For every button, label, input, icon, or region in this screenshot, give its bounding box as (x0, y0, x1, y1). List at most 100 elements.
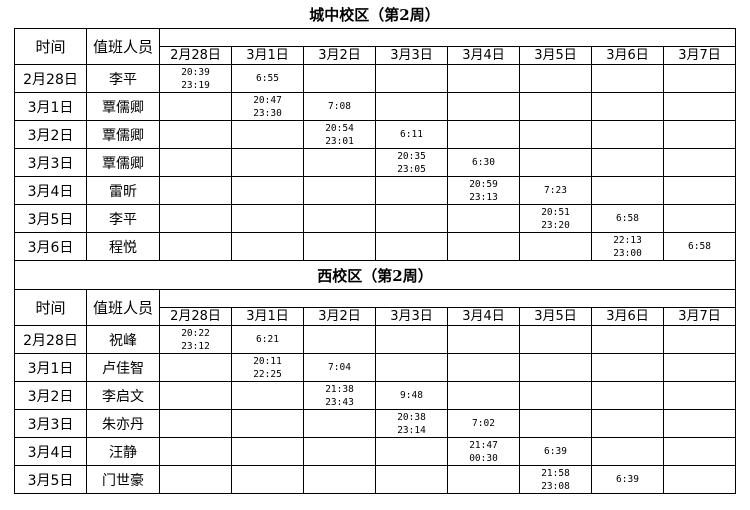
date-header: 3月1日 (231, 307, 304, 326)
time-cell (663, 325, 736, 354)
time-cell (591, 353, 664, 382)
date-header: 3月3日 (375, 307, 448, 326)
time-cell: 9:48 (375, 381, 448, 410)
table-row: 3月4日 汪静 21:47 00:30 6:39 (14, 437, 736, 466)
time-cell (231, 176, 304, 205)
time-cell (519, 64, 592, 93)
time-cell (591, 120, 664, 149)
time-cell (591, 176, 664, 205)
time-cell (591, 409, 664, 438)
time-cell (447, 465, 520, 494)
header-time: 时间 (14, 28, 87, 65)
time-cell: 21:58 23:08 (519, 465, 592, 494)
time-cell (663, 92, 736, 121)
time-cell: 22:13 23:00 (591, 232, 664, 261)
duty-schedule-table: 时间 值班人员 2月28日 3月1日 3月2日 3月3日 3月4日 3月5日 3月6日 3月7日 2… (14, 28, 736, 494)
time-cell (375, 325, 448, 354)
date-header: 3月6日 (591, 46, 664, 65)
time-cell (159, 204, 232, 233)
time-cell (447, 92, 520, 121)
table-row: 3月1日 卢佳智 20:11 22:25 7:04 (14, 353, 736, 382)
time-cell: 20:47 23:30 (231, 92, 304, 121)
time-cell (663, 381, 736, 410)
time-cell (663, 465, 736, 494)
time-cell (231, 204, 304, 233)
date-header: 3月5日 (519, 46, 592, 65)
time-cell (303, 465, 376, 494)
table-row: 3月3日 朱亦丹 20:38 23:14 7:02 (14, 409, 736, 438)
date-header-row: 2月28日 3月1日 3月2日 3月3日 3月4日 3月5日 3月6日 3月7日 (15, 307, 736, 326)
header-person: 值班人员 (86, 28, 160, 65)
header-blank (159, 28, 736, 47)
row-date: 3月1日 (14, 353, 87, 382)
time-cell (303, 176, 376, 205)
date-header: 3月4日 (447, 46, 520, 65)
time-cell: 20:59 23:13 (447, 176, 520, 205)
date-header: 3月2日 (303, 307, 376, 326)
time-cell (447, 120, 520, 149)
time-cell: 7:23 (519, 176, 592, 205)
time-cell (159, 465, 232, 494)
row-date: 3月2日 (14, 120, 87, 149)
time-cell: 6:11 (375, 120, 448, 149)
time-cell (519, 353, 592, 382)
time-cell (375, 176, 448, 205)
time-cell (303, 64, 376, 93)
time-cell: 20:38 23:14 (375, 409, 448, 438)
time-cell (447, 353, 520, 382)
time-cell (375, 232, 448, 261)
date-header: 3月5日 (519, 307, 592, 326)
time-cell (591, 148, 664, 177)
time-cell (303, 409, 376, 438)
time-cell: 21:38 23:43 (303, 381, 376, 410)
date-header: 3月6日 (591, 307, 664, 326)
row-person: 覃儒卿 (86, 92, 160, 121)
row-date: 3月6日 (14, 232, 87, 261)
time-cell (591, 64, 664, 93)
table-row: 2月28日 祝峰 20:22 23:12 6:21 (14, 325, 736, 354)
time-cell: 20:11 22:25 (231, 353, 304, 382)
time-cell (231, 232, 304, 261)
row-date: 2月28日 (14, 325, 87, 354)
time-cell (231, 120, 304, 149)
time-cell (159, 353, 232, 382)
time-cell (519, 232, 592, 261)
row-person: 祝峰 (86, 325, 160, 354)
time-cell: 6:39 (591, 465, 664, 494)
time-cell: 6:58 (663, 232, 736, 261)
time-cell (663, 148, 736, 177)
row-person: 汪静 (86, 437, 160, 466)
time-cell (663, 409, 736, 438)
time-cell (303, 325, 376, 354)
row-date: 3月4日 (14, 176, 87, 205)
time-cell (591, 381, 664, 410)
time-cell (663, 176, 736, 205)
time-cell (303, 437, 376, 466)
time-cell (663, 64, 736, 93)
time-cell (375, 465, 448, 494)
time-cell (159, 381, 232, 410)
row-person: 门世豪 (86, 465, 160, 494)
time-cell: 6:55 (231, 64, 304, 93)
header-row: 时间 值班人员 (14, 28, 736, 65)
row-person: 覃儒卿 (86, 148, 160, 177)
time-cell (591, 92, 664, 121)
time-cell (519, 148, 592, 177)
row-person: 李平 (86, 204, 160, 233)
time-cell: 6:58 (591, 204, 664, 233)
time-cell (159, 176, 232, 205)
time-cell (231, 409, 304, 438)
time-cell (375, 204, 448, 233)
time-cell (231, 437, 304, 466)
row-date: 2月28日 (14, 64, 87, 93)
row-person: 李启文 (86, 381, 160, 410)
time-cell (591, 437, 664, 466)
time-cell (231, 148, 304, 177)
time-cell (159, 92, 232, 121)
time-cell (663, 204, 736, 233)
table-row: 3月4日 雷昕 20:59 23:13 7:23 (14, 176, 736, 205)
time-cell (447, 381, 520, 410)
section-title-row: 西校区（第2周） (14, 260, 736, 290)
table-row: 2月28日 李平 20:39 23:19 6:55 (14, 64, 736, 93)
time-cell: 20:54 23:01 (303, 120, 376, 149)
